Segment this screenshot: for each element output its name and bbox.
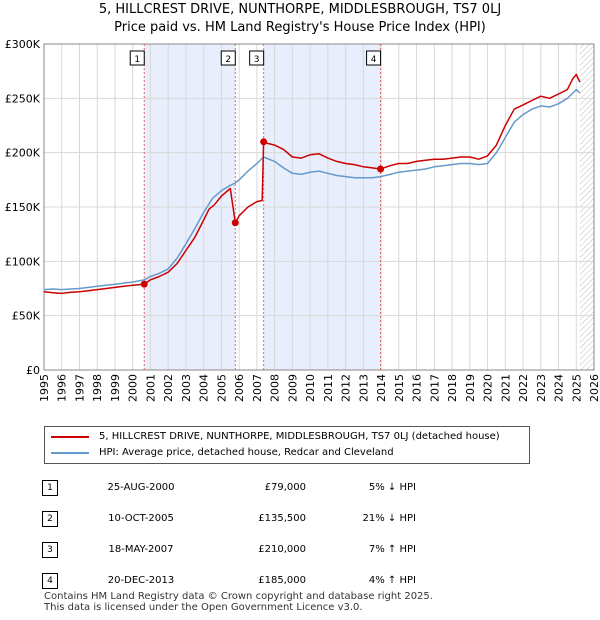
y-tick-label: £250K bbox=[5, 92, 41, 105]
transaction-hpi: 21% ↓ HPI bbox=[362, 513, 416, 524]
x-tick-label: 2022 bbox=[517, 374, 530, 402]
transaction-badge: 3 bbox=[42, 541, 58, 558]
x-tick-label: 2020 bbox=[482, 374, 495, 402]
transaction-price: £79,000 bbox=[264, 482, 306, 493]
y-tick-label: £200K bbox=[5, 147, 41, 160]
legend-swatch-hpi bbox=[51, 452, 89, 454]
legend-swatch-property bbox=[51, 436, 89, 438]
y-tick-label: £150K bbox=[5, 201, 41, 214]
transaction-date: 25-AUG-2000 bbox=[107, 482, 175, 493]
x-tick-label: 2009 bbox=[286, 374, 299, 402]
x-tick-label: 2006 bbox=[233, 374, 246, 402]
sale-marker-box bbox=[220, 50, 236, 66]
x-tick-label: 2019 bbox=[464, 374, 477, 402]
table-row: 3 18-MAY-2007 £210,000 7% ↑ HPI bbox=[40, 534, 416, 565]
sale-marker-box bbox=[366, 50, 382, 66]
transaction-price: £135,500 bbox=[258, 513, 306, 524]
x-tick-label: 2014 bbox=[375, 374, 388, 402]
x-tick-label: 2016 bbox=[411, 374, 424, 402]
transaction-date: 10-OCT-2005 bbox=[108, 513, 174, 524]
x-tick-label: 1996 bbox=[56, 374, 69, 402]
transaction-date: 18-MAY-2007 bbox=[108, 544, 174, 555]
transaction-badge: 2 bbox=[42, 510, 58, 527]
x-tick-label: 2025 bbox=[570, 374, 583, 402]
x-tick-label: 2000 bbox=[127, 374, 140, 402]
x-tick-label: 1999 bbox=[109, 374, 122, 402]
series-line-hpi bbox=[43, 88, 581, 291]
x-tick-label: 2026 bbox=[588, 374, 600, 402]
x-tick-label: 1995 bbox=[38, 374, 51, 402]
table-row: 1 25-AUG-2000 £79,000 5% ↓ HPI bbox=[40, 472, 416, 503]
sale-marker-box bbox=[249, 50, 265, 66]
transaction-hpi: 5% ↓ HPI bbox=[368, 482, 416, 493]
sale-marker-box bbox=[129, 50, 145, 66]
sale-point bbox=[231, 219, 239, 227]
x-tick-label: 1998 bbox=[91, 374, 104, 402]
x-tick-label: 1997 bbox=[73, 374, 86, 402]
legend-item-hpi: HPI: Average price, detached house, Redc… bbox=[51, 445, 394, 461]
y-tick-label: £100K bbox=[5, 255, 41, 268]
plot-frame bbox=[43, 43, 595, 371]
y-tick-label: £50K bbox=[12, 310, 41, 323]
transaction-badge: 1 bbox=[42, 479, 58, 496]
table-row: 2 10-OCT-2005 £135,500 21% ↓ HPI bbox=[40, 503, 416, 534]
transaction-date: 20-DEC-2013 bbox=[107, 575, 175, 586]
sale-marker-number: 3 bbox=[254, 55, 260, 65]
transaction-price: £185,000 bbox=[258, 575, 306, 586]
x-tick-label: 2001 bbox=[144, 374, 157, 402]
footer-licence: This data is licensed under the Open Gov… bbox=[44, 602, 363, 613]
x-tick-label: 2018 bbox=[446, 374, 459, 402]
x-tick-label: 2003 bbox=[180, 374, 193, 402]
transactions-table: 1 25-AUG-2000 £79,000 5% ↓ HPI 2 10-OCT-… bbox=[40, 472, 416, 596]
transaction-hpi: 4% ↑ HPI bbox=[368, 575, 416, 586]
x-tick-label: 2021 bbox=[499, 374, 512, 402]
x-tick-label: 2010 bbox=[304, 374, 317, 402]
sale-point bbox=[260, 138, 268, 146]
transaction-price: £210,000 bbox=[258, 544, 306, 555]
x-tick-label: 2007 bbox=[251, 374, 264, 402]
x-tick-label: 2012 bbox=[340, 374, 353, 402]
table-row: 4 20-DEC-2013 £185,000 4% ↑ HPI bbox=[40, 565, 416, 596]
legend-item-property: 5, HILLCREST DRIVE, NUNTHORPE, MIDDLESBR… bbox=[51, 429, 500, 445]
chart-title-address: 5, HILLCREST DRIVE, NUNTHORPE, MIDDLESBR… bbox=[98, 2, 502, 17]
transaction-badge: 4 bbox=[42, 572, 58, 589]
x-tick-label: 2002 bbox=[162, 374, 175, 402]
sale-point bbox=[377, 165, 385, 173]
x-tick-label: 2008 bbox=[269, 374, 282, 402]
x-tick-label: 2024 bbox=[553, 374, 566, 402]
sale-point bbox=[140, 280, 148, 288]
price-chart: £0 £50K £100K £150K £200K £250K £300K 1995 1996 1… bbox=[5, 38, 600, 402]
x-tick-label: 2017 bbox=[428, 374, 441, 402]
x-tick-label: 2004 bbox=[198, 374, 211, 402]
sale-marker-number: 4 bbox=[371, 55, 377, 65]
x-tick-label: 2015 bbox=[393, 374, 406, 402]
sale-marker-number: 1 bbox=[134, 55, 140, 65]
x-tick-label: 2013 bbox=[357, 374, 370, 402]
legend-label-hpi: HPI: Average price, detached house, Redc… bbox=[99, 447, 394, 458]
x-tick-label: 2023 bbox=[535, 374, 548, 402]
chart-title-subtitle: Price paid vs. HM Land Registry's House … bbox=[114, 20, 486, 35]
y-tick-label: £300K bbox=[5, 38, 41, 51]
transaction-hpi: 7% ↑ HPI bbox=[368, 544, 416, 555]
footer-copyright: Contains HM Land Registry data © Crown c… bbox=[44, 591, 433, 602]
legend-label-property: 5, HILLCREST DRIVE, NUNTHORPE, MIDDLESBR… bbox=[99, 431, 500, 442]
y-tick-label: £0 bbox=[26, 364, 40, 377]
x-tick-label: 2005 bbox=[215, 374, 228, 402]
chart-legend: 5, HILLCREST DRIVE, NUNTHORPE, MIDDLESBR… bbox=[44, 426, 530, 464]
x-tick-label: 2011 bbox=[322, 374, 335, 402]
sale-marker-number: 2 bbox=[225, 55, 231, 65]
